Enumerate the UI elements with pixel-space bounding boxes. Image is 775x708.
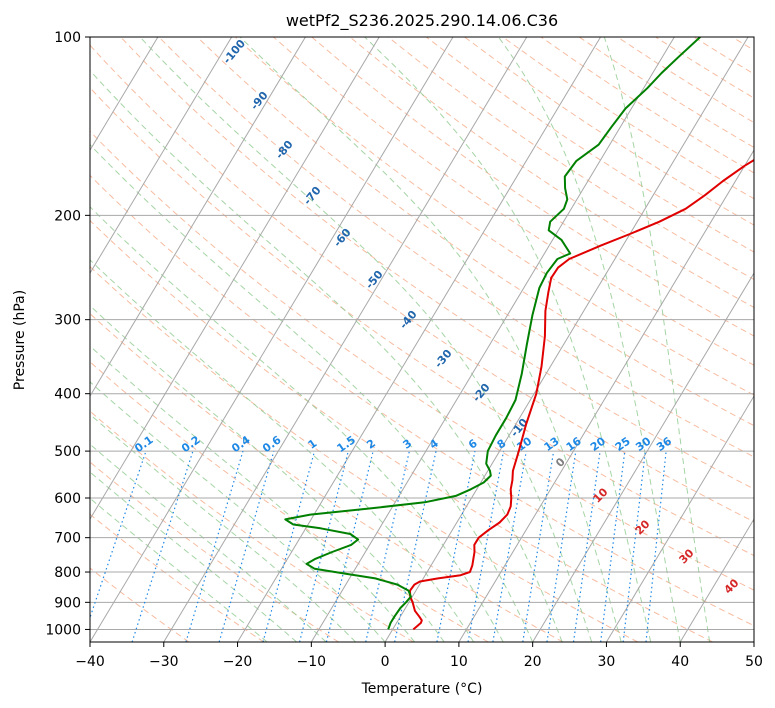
dry-adiabat (90, 265, 639, 642)
mixing-ratio-line (262, 450, 316, 642)
mixing-ratio-line (218, 450, 275, 642)
isotherm (753, 641, 754, 642)
dry-adiabat (90, 513, 265, 642)
moist-adiabat (90, 143, 534, 642)
x-tick-label: −10 (297, 654, 327, 670)
dry-adiabat (158, 37, 754, 458)
moist-adiabat (90, 305, 445, 642)
moist-adiabat (498, 37, 681, 642)
mixing-ratio-line (467, 450, 505, 642)
moist-adiabat (239, 37, 622, 642)
x-tick-label: 0 (381, 654, 390, 670)
mixing-ratio-line (394, 450, 437, 642)
x-tick-label: 20 (524, 654, 542, 670)
mixing-ratio-line (185, 450, 244, 642)
moist-adiabat (90, 413, 356, 642)
mixing-ratio-line (90, 450, 147, 620)
isotherm (384, 37, 749, 642)
y-tick-label: 100 (54, 30, 81, 46)
dry-adiabat (90, 174, 754, 627)
mixing-ratio-line (365, 450, 410, 642)
y-tick-label: 200 (54, 208, 81, 224)
x-tick-label: 40 (671, 654, 689, 670)
dry-adiabat (90, 567, 190, 642)
mixing-ratio-line (492, 450, 527, 642)
isotherm (679, 518, 754, 642)
dry-adiabat (90, 361, 489, 642)
dry-adiabat (311, 37, 754, 337)
y-tick-label: 400 (54, 387, 81, 403)
y-axis-label: Pressure (hPa) (12, 290, 28, 390)
isotherm (237, 37, 601, 642)
x-tick-label: 50 (745, 654, 763, 670)
dry-adiabat (196, 37, 754, 427)
mixing-ratio-line (436, 450, 476, 642)
isotherm (90, 37, 159, 152)
y-tick-label: 300 (54, 313, 81, 329)
isotherm (0, 37, 10, 642)
dry-adiabat (120, 37, 754, 490)
axes: −40 −30 −20 −10 0 10 20 30 40 50 1000 900 800 700 600 5… (45, 30, 763, 670)
isotherm (532, 272, 754, 642)
plot-frame (89, 36, 755, 643)
plot-background (90, 37, 754, 642)
y-tick-label: 700 (54, 531, 81, 547)
x-tick-label: 10 (450, 654, 468, 670)
x-tick-label: −20 (223, 654, 253, 670)
y-tick-label: 500 (54, 444, 81, 460)
x-tick-label: −30 (149, 654, 179, 670)
moist-adiabat (603, 37, 711, 642)
mixing-ratio-line (645, 451, 667, 642)
mixing-ratio-line (622, 451, 646, 642)
moist-adiabat (90, 259, 475, 642)
dry-adiabat (273, 37, 754, 366)
background-lines (0, 37, 775, 642)
x-tick-label: 30 (598, 654, 616, 670)
y-tick-label: 1000 (45, 622, 81, 638)
dry-adiabat (349, 37, 754, 308)
mixing-ratio-line (572, 451, 601, 642)
dewpoint-trace (284, 37, 701, 630)
y-tick-label: 900 (54, 595, 81, 611)
moist-adiabat (90, 345, 415, 642)
dry-adiabat (90, 44, 754, 523)
mixing-ratio-line (298, 450, 349, 642)
mixing-ratio-line (522, 451, 555, 642)
isotherm (606, 395, 754, 642)
moist-adiabat (90, 69, 563, 642)
isotherm (90, 37, 306, 398)
isotherm (90, 37, 454, 642)
isotherm (310, 37, 675, 642)
mixing-ratio-line (546, 451, 577, 642)
moist-adiabat (90, 497, 268, 642)
profile-traces (284, 37, 754, 631)
isotherm (90, 37, 233, 275)
chart-title: wetPf2_S236.2025.290.14.06.C36 (286, 11, 558, 31)
isotherm (163, 37, 528, 642)
x-tick-label: −40 (75, 654, 105, 670)
dry-adiabat (90, 219, 713, 642)
mixing-ratio-line (131, 450, 194, 642)
dry-adiabat (770, 37, 775, 642)
y-tick-label: 800 (54, 565, 81, 581)
mixing-ratio-line (325, 450, 374, 642)
x-axis-label: Temperature (°C) (361, 681, 483, 697)
isotherm (90, 37, 380, 521)
moist-adiabat (139, 37, 593, 642)
moist-adiabat (364, 37, 652, 642)
moist-adiabat (90, 443, 327, 642)
y-tick-label: 600 (54, 491, 81, 507)
dry-adiabat (90, 312, 564, 642)
mixing-ratio-line (600, 451, 626, 642)
isotherm (458, 149, 754, 642)
temperature-trace (409, 158, 754, 631)
